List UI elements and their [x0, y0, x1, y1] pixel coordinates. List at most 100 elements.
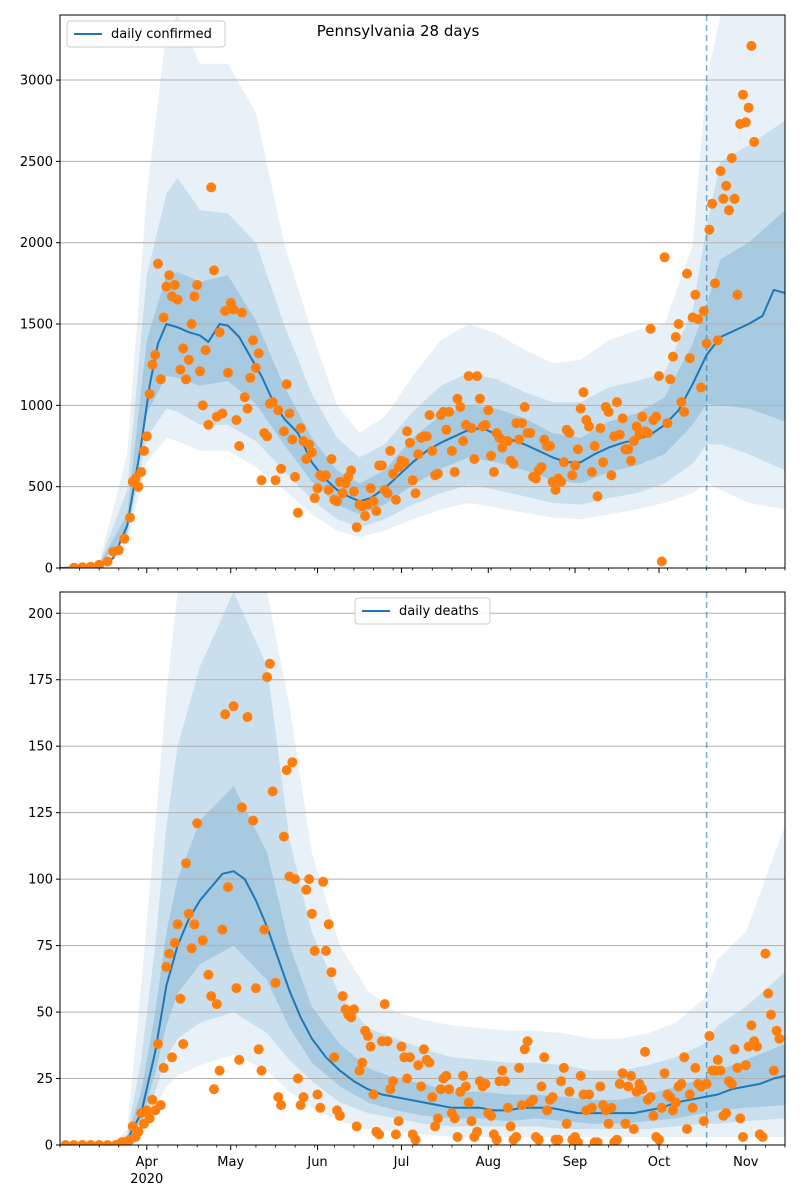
data-point: [354, 1065, 365, 1076]
data-point: [281, 765, 292, 776]
data-point: [357, 1057, 368, 1068]
y-tick-label: 175: [28, 673, 53, 688]
data-point: [715, 166, 726, 177]
data-point: [645, 323, 656, 334]
data-point: [287, 434, 298, 445]
data-point: [172, 919, 183, 930]
data-point: [544, 441, 555, 451]
data-point: [192, 280, 203, 290]
data-point: [192, 818, 203, 829]
data-point: [309, 945, 320, 956]
data-point: [209, 265, 219, 276]
data-point: [256, 475, 267, 486]
data-point: [270, 475, 281, 486]
y-tick-label: 500: [28, 480, 53, 495]
trend-line: [60, 288, 785, 568]
data-point: [346, 1012, 357, 1023]
data-point: [486, 1110, 497, 1121]
data-point: [144, 1113, 155, 1124]
x-tick-label: Oct: [648, 1155, 670, 1170]
data-point: [516, 418, 527, 429]
data-point: [206, 991, 217, 1002]
data-point: [684, 353, 695, 364]
data-point: [326, 454, 337, 464]
data-point: [276, 463, 287, 474]
data-point: [452, 393, 463, 404]
data-point: [441, 1070, 452, 1081]
data-point: [119, 533, 130, 544]
data-point: [472, 371, 483, 382]
data-point: [595, 423, 606, 434]
data-point: [287, 757, 298, 768]
data-point: [486, 450, 497, 461]
data-point: [771, 1025, 782, 1036]
data-point: [379, 999, 390, 1010]
y-tick-label: 0: [45, 562, 53, 577]
data-point: [164, 270, 175, 281]
data-point: [292, 507, 303, 518]
data-point: [502, 436, 513, 447]
deaths-points: [60, 658, 785, 1145]
data-point: [738, 1132, 748, 1142]
data-point: [458, 436, 469, 447]
x-axis-year-label: 2020: [130, 1172, 163, 1187]
data-point: [640, 1046, 650, 1057]
data-point: [623, 1081, 634, 1092]
data-point: [169, 280, 180, 290]
legend: daily deaths: [354, 597, 491, 625]
data-point: [522, 1036, 533, 1047]
data-point: [220, 709, 231, 720]
data-point: [301, 884, 312, 895]
data-point: [393, 1116, 404, 1127]
data-point: [351, 522, 362, 533]
data-point: [743, 102, 754, 113]
data-point: [365, 1041, 376, 1052]
data-point: [281, 379, 292, 390]
data-point: [402, 1073, 413, 1084]
data-point: [682, 268, 692, 279]
data-point: [592, 491, 603, 502]
data-point: [626, 1070, 636, 1081]
y-tick-label: 3000: [20, 74, 53, 89]
data-point: [757, 1132, 768, 1142]
data-point: [519, 1044, 530, 1055]
data-point: [147, 359, 158, 370]
data-point: [659, 252, 670, 263]
data-point: [368, 1089, 379, 1100]
data-point: [670, 332, 681, 342]
y-axis-ticks: 0 25 50 75 100 125 150 175 200: [28, 607, 60, 1154]
data-point: [231, 415, 242, 425]
data-point: [732, 1062, 743, 1073]
data-point: [197, 400, 208, 411]
data-point: [360, 511, 371, 521]
data-point: [368, 496, 379, 507]
x-tick-label: Nov: [733, 1155, 759, 1170]
data-point: [738, 89, 748, 100]
data-point: [698, 1116, 709, 1127]
data-point: [267, 786, 278, 797]
data-point: [536, 462, 547, 473]
data-point: [740, 117, 751, 128]
data-point: [189, 919, 200, 930]
data-point: [220, 306, 231, 316]
data-point: [469, 454, 480, 464]
data-point: [556, 1076, 567, 1087]
data-point: [444, 1084, 455, 1095]
y-axis-ticks: 0 500 1000 1500 2000 2500 3000: [20, 74, 60, 577]
data-point: [760, 948, 771, 959]
data-point: [679, 406, 690, 417]
y-tick-label: 1500: [20, 318, 53, 333]
data-point: [236, 307, 247, 318]
axes-frame: [59, 14, 786, 569]
data-point: [253, 348, 264, 359]
data-point: [315, 1102, 326, 1113]
data-point: [460, 1081, 471, 1092]
x-tick-label: May: [217, 1155, 244, 1170]
data-point: [707, 198, 718, 209]
data-point: [418, 1044, 429, 1055]
data-point: [642, 428, 653, 438]
data-point: [463, 371, 474, 382]
data-point: [130, 473, 141, 484]
data-point: [659, 1068, 670, 1079]
data-point: [60, 1140, 71, 1145]
